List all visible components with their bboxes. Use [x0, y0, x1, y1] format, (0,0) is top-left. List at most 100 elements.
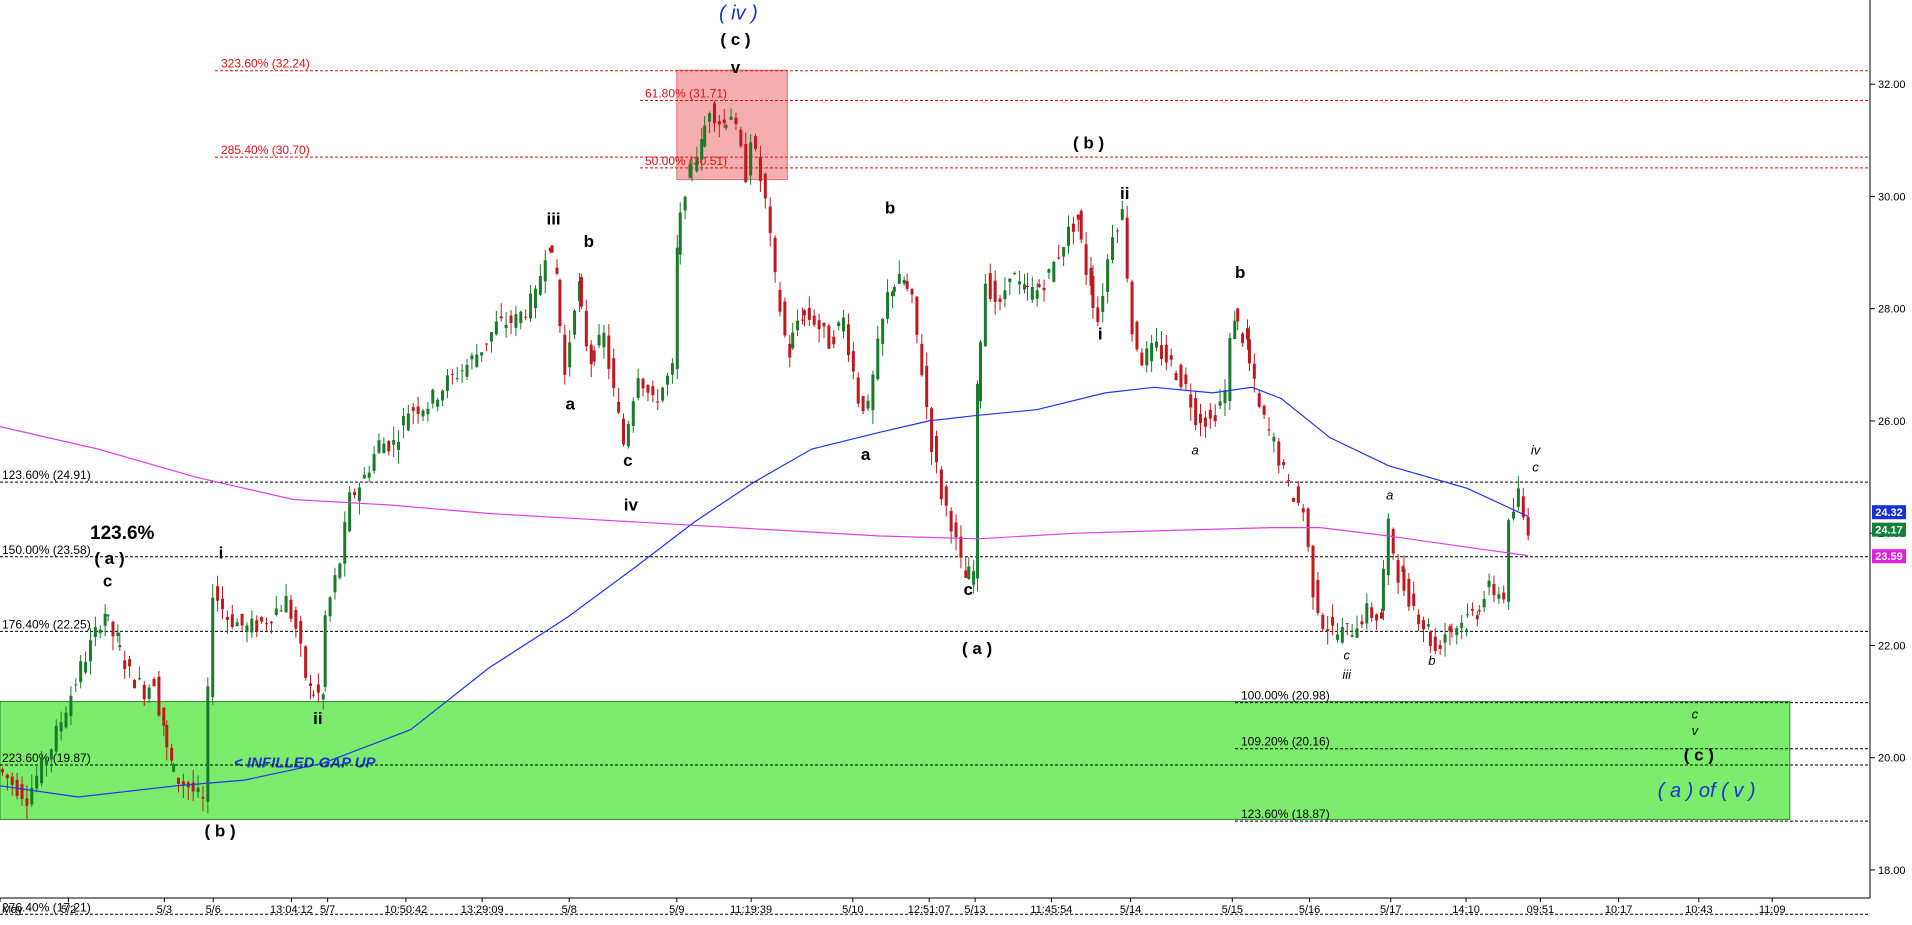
candle-body — [152, 679, 156, 687]
candle-body — [538, 276, 542, 295]
candle-body — [584, 310, 588, 347]
candle-body — [357, 487, 361, 501]
candle-body — [1042, 287, 1046, 291]
y-tick-label: 30.00 — [1878, 191, 1906, 203]
candle-body — [612, 358, 616, 389]
candle-body — [1386, 518, 1390, 576]
candle-body — [321, 694, 325, 700]
wave-label: ii — [1120, 184, 1129, 203]
candle-body — [1084, 244, 1088, 275]
candle-body — [1236, 308, 1240, 322]
candle-body — [842, 317, 846, 332]
candle-body — [201, 797, 205, 799]
candle-body — [309, 683, 313, 686]
candle-body — [773, 237, 777, 273]
candle-body — [1438, 645, 1442, 649]
candle-body — [196, 787, 200, 793]
candle-body — [93, 627, 97, 638]
candle-body — [959, 536, 963, 558]
candle-body — [1022, 284, 1026, 290]
y-tick-label: 28.00 — [1878, 304, 1906, 316]
candle-body — [172, 764, 176, 772]
candle-body — [1426, 624, 1430, 627]
fib-label: 100.00% (20.98) — [1241, 689, 1330, 703]
candle-body — [1282, 461, 1286, 466]
candle-body — [749, 142, 753, 176]
candle-body — [436, 399, 440, 407]
candle-body — [1335, 634, 1339, 640]
candle-body — [475, 354, 479, 367]
candle-body — [822, 322, 826, 327]
candle-body — [881, 318, 885, 344]
candle-body — [1370, 607, 1374, 618]
candle-body — [695, 158, 699, 172]
candle-body — [328, 597, 332, 617]
candle-body — [993, 280, 997, 302]
candle-body — [1291, 497, 1295, 502]
candle-body — [744, 144, 748, 183]
candle-body — [837, 322, 841, 327]
candle-body — [397, 441, 401, 450]
candle-body — [1247, 339, 1251, 364]
candle-body — [796, 320, 800, 331]
wave-label: 123.6% — [90, 523, 155, 544]
candle-body — [758, 156, 762, 182]
candle-body — [1135, 321, 1139, 350]
candle-body — [978, 342, 982, 402]
candle-body — [967, 566, 971, 579]
candle-body — [1492, 583, 1496, 596]
candle-body — [548, 247, 552, 252]
x-tick-label: 5/6 — [206, 904, 221, 916]
candle-body — [670, 363, 674, 375]
candle-body — [1241, 333, 1245, 344]
candle-body — [1252, 363, 1256, 379]
wave-label: a — [1192, 443, 1199, 458]
candle-body — [1287, 480, 1291, 482]
candle-body — [49, 749, 53, 760]
candle-body — [1208, 409, 1212, 419]
x-tick-label: 5/16 — [1299, 904, 1320, 916]
wave-label: ( c ) — [720, 30, 750, 49]
candle-body — [1475, 615, 1479, 620]
candle-body — [10, 776, 14, 785]
candle-body — [514, 314, 518, 328]
candle-body — [1375, 614, 1379, 621]
candle-body — [791, 332, 795, 349]
candle-body — [1179, 364, 1183, 388]
candle-body — [157, 676, 161, 716]
candle-body — [504, 324, 508, 329]
x-tick-label: 13:29:09 — [461, 904, 504, 916]
candle-body — [79, 661, 83, 683]
price-badge-label: 24.32 — [1875, 507, 1903, 519]
candle-body — [1035, 290, 1039, 299]
candle-body — [861, 396, 865, 412]
candle-body — [1218, 401, 1222, 406]
candle-body — [1115, 230, 1119, 232]
candle-body — [294, 610, 298, 629]
candle-body — [30, 787, 34, 805]
candle-body — [1396, 560, 1400, 583]
candle-body — [1155, 341, 1159, 348]
wave-label: c — [623, 451, 632, 470]
candle-body — [176, 777, 180, 784]
candle-body — [930, 408, 934, 452]
candle-body — [1321, 614, 1325, 629]
candle-body — [925, 365, 929, 408]
candle-body — [401, 416, 405, 426]
x-tick-label: 11:19:39 — [730, 904, 772, 916]
candle-body — [455, 378, 459, 380]
fib-label: 150.00% (23.58) — [2, 543, 91, 557]
wave-label: c — [964, 580, 973, 599]
candle-body — [972, 570, 976, 585]
x-tick-label: 10:17 — [1605, 904, 1633, 916]
wave-label: a — [861, 445, 871, 464]
x-tick-label: 5/17 — [1380, 904, 1401, 916]
candle-body — [123, 660, 127, 670]
candle-body — [494, 321, 498, 335]
x-tick-label: 5/7 — [320, 904, 335, 916]
candle-body — [800, 319, 804, 321]
candle-body — [147, 687, 151, 699]
candle-body — [866, 400, 870, 409]
